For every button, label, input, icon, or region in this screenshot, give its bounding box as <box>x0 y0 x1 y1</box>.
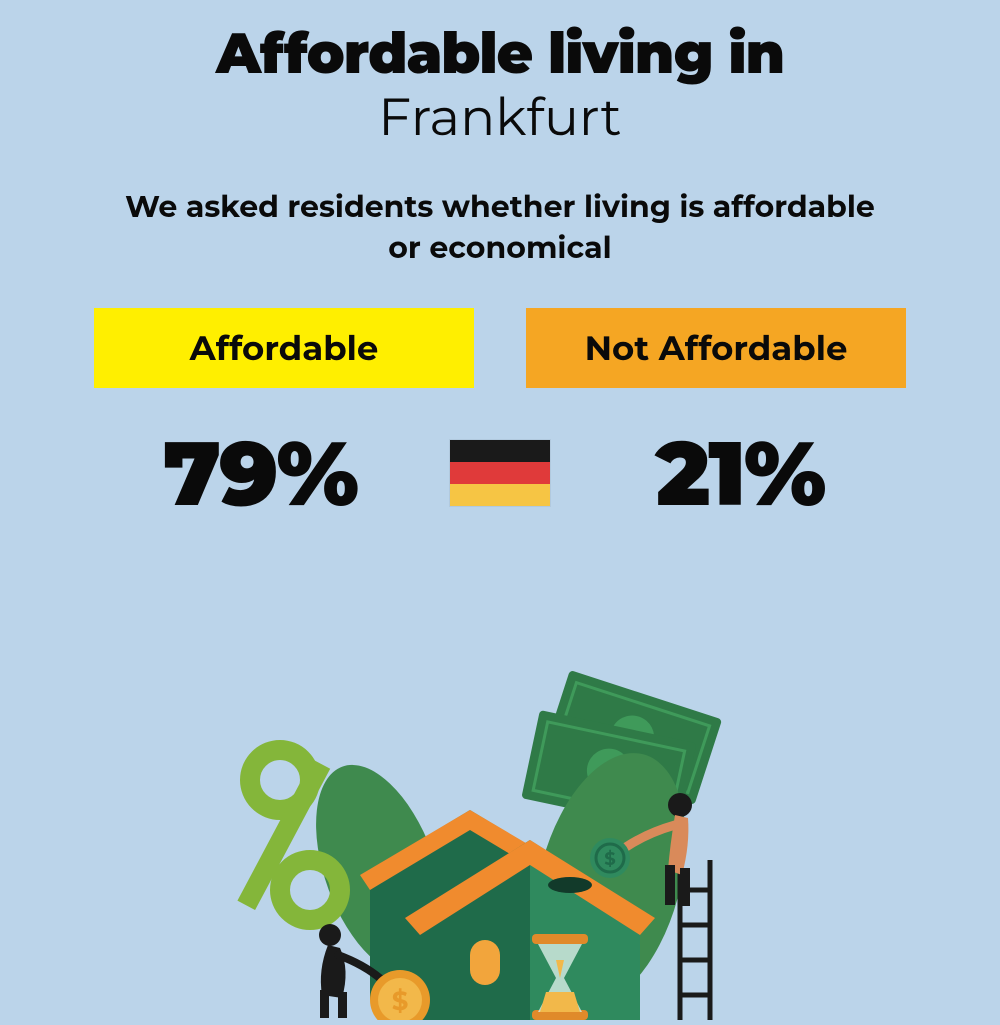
options-row: Affordable Not Affordable <box>0 308 1000 388</box>
title-city: Frankfurt <box>0 86 1000 149</box>
svg-text:$: $ <box>604 848 615 870</box>
option-affordable: Affordable <box>94 308 474 388</box>
flag-stripe-1 <box>450 440 550 462</box>
housing-illustration: $ $ <box>200 660 800 1020</box>
svg-text:$: $ <box>392 985 409 1017</box>
stats-row: 79% 21% <box>0 418 1000 528</box>
subtitle: We asked residents whether living is aff… <box>120 187 880 268</box>
title-line1: Affordable living in <box>0 20 1000 88</box>
stat-not-affordable: 21% <box>590 418 890 528</box>
stat-affordable: 79% <box>110 418 410 528</box>
flag-stripe-3 <box>450 484 550 506</box>
germany-flag-icon <box>450 440 550 506</box>
option-not-affordable-label: Not Affordable <box>585 327 848 369</box>
flag-stripe-2 <box>450 462 550 484</box>
option-affordable-label: Affordable <box>190 327 379 369</box>
header: Affordable living in Frankfurt <box>0 0 1000 149</box>
option-not-affordable: Not Affordable <box>526 308 906 388</box>
